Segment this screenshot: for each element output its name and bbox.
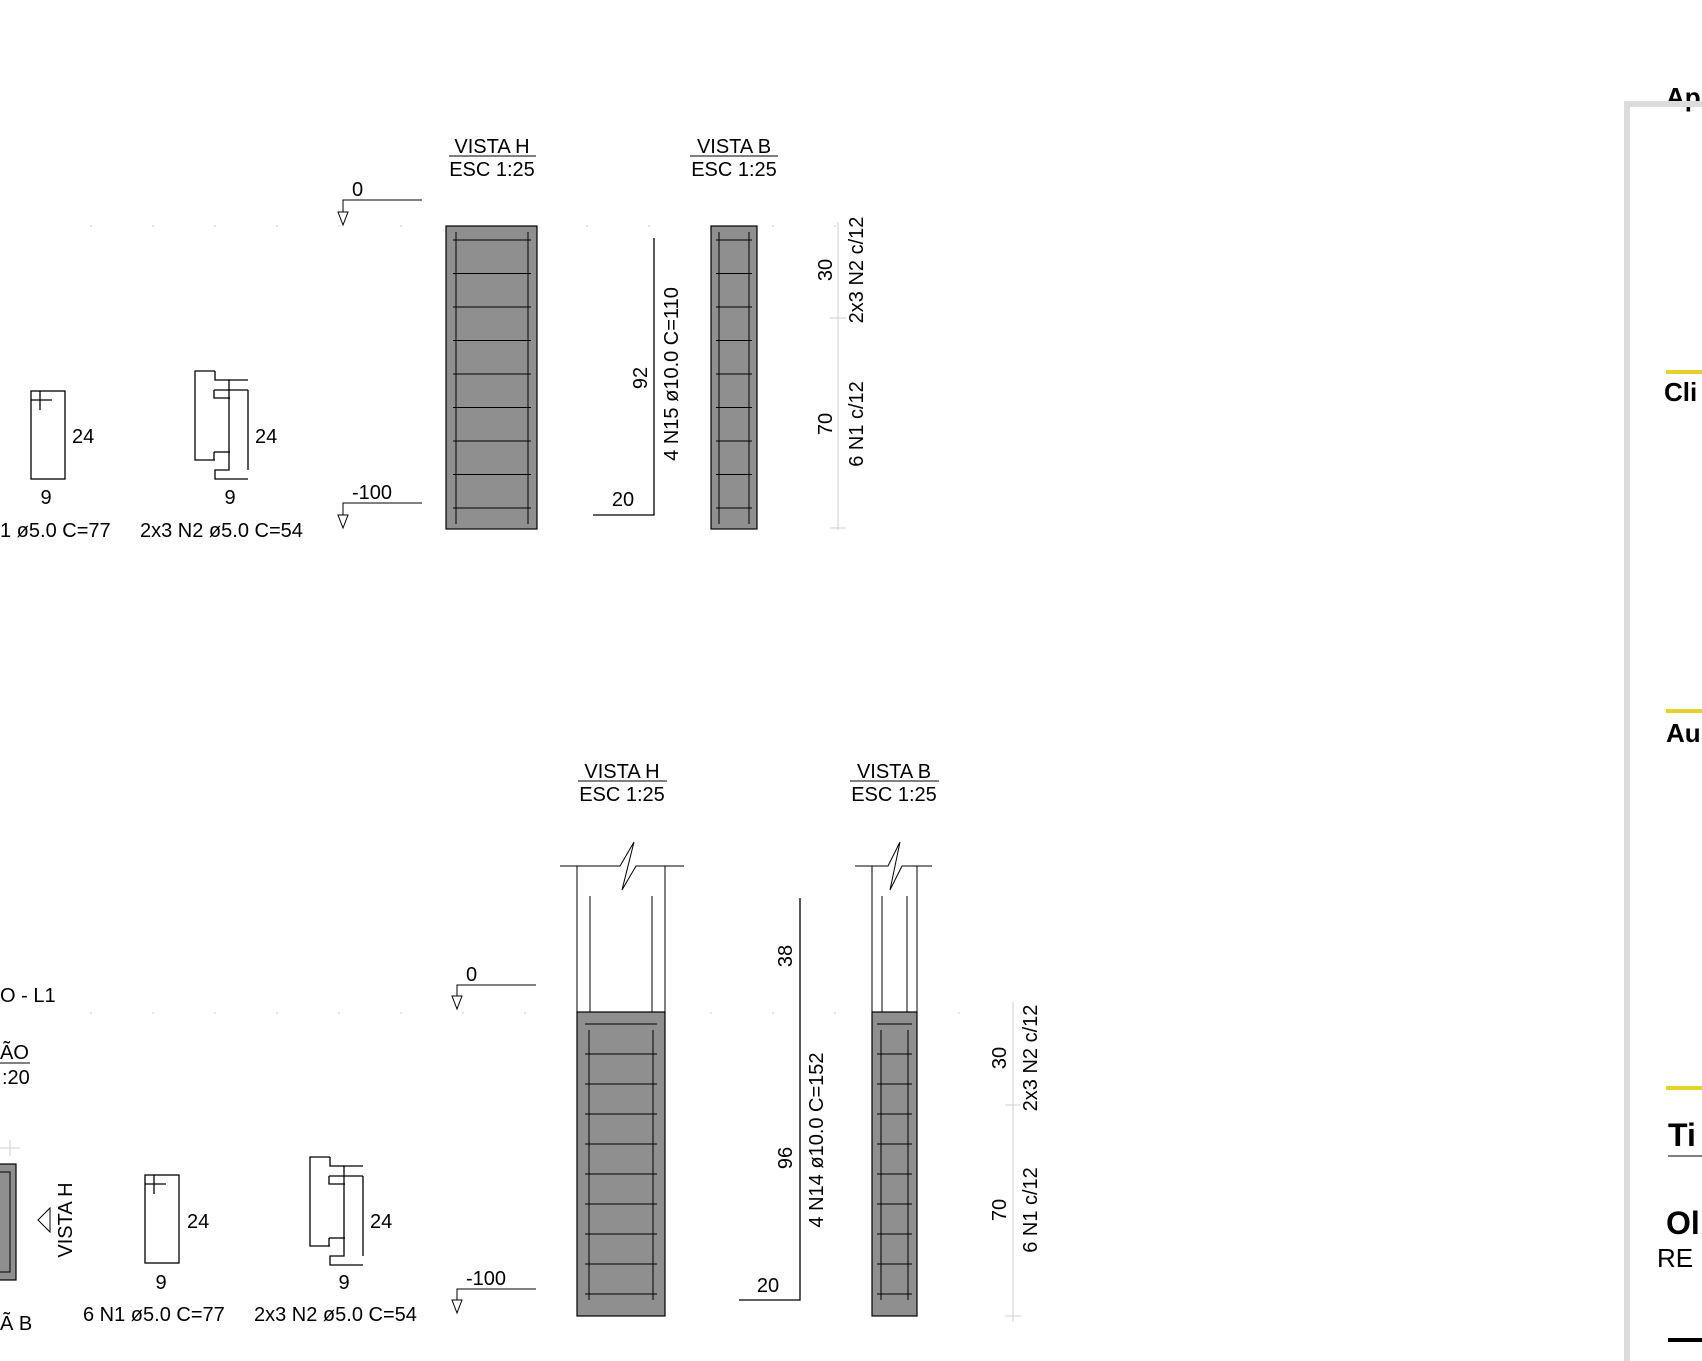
upper-spacing-dimension: 30 2x3 N2 c/12 70 6 N1 c/12	[815, 217, 868, 530]
lower-stirrup-2-label: 2x3 N2 ø5.0 C=54	[254, 1304, 417, 1326]
lower-stirrup-1-label: 6 N1 ø5.0 C=77	[83, 1304, 225, 1326]
upper-detail: VISTA H ESC 1:25 VISTA B ESC 1:25 0 -100…	[0, 136, 868, 542]
upper-stirrup-2-width: 9	[224, 487, 235, 509]
lower-element-name: O - L1	[0, 985, 56, 1007]
lower-level-bottom: -100	[466, 1268, 506, 1290]
work-panel-sublabel: RE	[1657, 1243, 1693, 1273]
upper-spacing-upper-length: 30	[815, 259, 837, 281]
upper-vista-h-elevation	[445, 225, 538, 530]
lower-spacing-lower-length: 70	[989, 1199, 1011, 1221]
upper-stirrup-1: 24 9 1 ø5.0 C=77	[0, 390, 111, 542]
lower-spacing-upper-length: 30	[989, 1047, 1011, 1069]
upper-long-bar-length-h: 20	[612, 489, 634, 511]
lower-spacing-lower-label: 6 N1 c/12	[1020, 1167, 1042, 1253]
lower-level-top: 0	[466, 964, 477, 986]
upper-view-h-scale: ESC 1:25	[449, 159, 535, 181]
upper-stirrup-1-label: 1 ø5.0 C=77	[0, 520, 111, 542]
lower-long-bar-length-h: 20	[757, 1275, 779, 1297]
upper-view-b-scale: ESC 1:25	[691, 159, 777, 181]
upper-stirrup-2-label: 2x3 N2 ø5.0 C=54	[140, 520, 303, 542]
title-panel-label: Ti	[1668, 1117, 1696, 1153]
lower-stirrup-2-height: 24	[370, 1211, 392, 1233]
lower-stirrup-1-height: 24	[187, 1211, 209, 1233]
lower-level-top-marker: 0	[451, 964, 536, 1011]
upper-stirrup-2: 24 9 2x3 N2 ø5.0 C=54	[140, 370, 303, 542]
lower-section-name: ÃO	[0, 1040, 29, 1064]
lower-stirrup-1-width: 9	[155, 1272, 166, 1294]
lower-long-bar-label: 4 N14 ø10.0 C=152	[806, 1052, 828, 1227]
lower-view-h-title: VISTA H	[584, 761, 659, 783]
lower-section-scale: :20	[2, 1067, 30, 1089]
lower-vista-h-elevation	[560, 841, 684, 1317]
author-panel-label: Au	[1666, 718, 1701, 748]
lower-long-bar-length-top: 38	[775, 945, 797, 967]
lower-section-arrow-label: VISTA H	[55, 1182, 77, 1257]
upper-level-bottom-marker: -100	[337, 482, 422, 530]
upper-stirrup-1-height: 24	[72, 426, 94, 448]
work-panel-label: Ol	[1666, 1205, 1700, 1241]
lower-stirrup-1: 24 9 6 N1 ø5.0 C=77	[83, 1174, 225, 1326]
upper-view-h-title: VISTA H	[454, 136, 529, 158]
title-block-top-label: Ap	[1666, 82, 1701, 112]
upper-level-bottom: -100	[352, 482, 392, 504]
lower-cross-section: VISTA H Ã B	[0, 1140, 77, 1335]
lower-stirrup-2-width: 9	[338, 1272, 349, 1294]
upper-level-top-marker: 0	[337, 179, 422, 227]
upper-long-bar-label: 4 N15 ø10.0 C=110	[661, 287, 683, 461]
lower-view-h-scale: ESC 1:25	[579, 784, 665, 806]
lower-level-bottom-marker: -100	[451, 1268, 536, 1315]
lower-spacing-dimension: 30 2x3 N2 c/12 70 6 N1 c/12	[989, 1002, 1042, 1322]
lower-section-b-label: Ã B	[0, 1311, 32, 1335]
lower-stirrup-2: 24 9 2x3 N2 ø5.0 C=54	[254, 1156, 417, 1326]
upper-spacing-lower-length: 70	[815, 413, 837, 435]
upper-level-top: 0	[352, 179, 363, 201]
lower-long-bar-length-mid: 96	[775, 1147, 797, 1169]
lower-view-b-title: VISTA B	[857, 761, 931, 783]
upper-view-b-title: VISTA B	[697, 136, 771, 158]
client-panel-label: Cli	[1664, 377, 1697, 407]
lower-vista-b-elevation	[855, 841, 932, 1317]
lower-long-bar: 38 96 4 N14 ø10.0 C=152 20	[739, 898, 828, 1301]
upper-long-bar: 92 4 N15 ø10.0 C=110 20	[593, 238, 683, 516]
upper-stirrup-2-height: 24	[255, 426, 277, 448]
upper-stirrup-1-width: 9	[40, 487, 51, 509]
upper-spacing-upper-label: 2x3 N2 c/12	[846, 217, 868, 324]
upper-long-bar-length-v: 92	[630, 367, 652, 389]
title-block-frame	[1624, 101, 1702, 1361]
upper-spacing-lower-label: 6 N1 c/12	[846, 381, 868, 467]
title-block: Ap Cli Au Ti Ol RE	[1624, 82, 1702, 1361]
lower-view-b-scale: ESC 1:25	[851, 784, 937, 806]
lower-spacing-upper-label: 2x3 N2 c/12	[1020, 1005, 1042, 1112]
upper-vista-b-elevation	[710, 225, 758, 530]
lower-detail: VISTA H ESC 1:25 VISTA B ESC 1:25 O - L1…	[0, 761, 1042, 1335]
